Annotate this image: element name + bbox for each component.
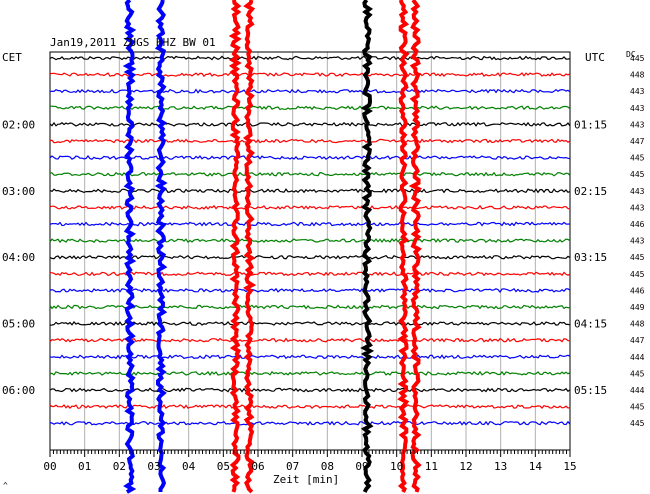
right-timezone-label: UTC <box>585 51 605 64</box>
x-tick-label: 02 <box>113 460 126 473</box>
x-tick-label: 09 <box>355 460 368 473</box>
dc-offset-value: 443 <box>630 87 645 96</box>
trace-line <box>49 121 571 127</box>
left-timezone-label: CET <box>2 51 22 64</box>
x-tick-label: 06 <box>251 460 264 473</box>
x-tick-label: 04 <box>182 460 196 473</box>
dc-offset-value: 443 <box>630 104 645 113</box>
dc-offset-value: 448 <box>630 71 645 80</box>
trace-line <box>49 287 571 293</box>
x-tick-label: 01 <box>78 460 91 473</box>
seismic-event <box>154 0 168 492</box>
x-tick-label: 12 <box>459 460 472 473</box>
trace-line <box>49 55 571 61</box>
seismic-event <box>243 0 257 494</box>
dc-offset-value: 445 <box>630 253 645 262</box>
dc-offset-value: 445 <box>630 54 645 63</box>
dc-offset-value: 443 <box>630 120 645 129</box>
dc-offset-value: 445 <box>630 270 645 279</box>
dc-offset-value: 447 <box>630 137 645 146</box>
trace-line <box>49 420 571 426</box>
trace-line <box>49 254 571 260</box>
right-time-label: 05:15 <box>574 384 607 397</box>
dc-offset-value: 447 <box>630 336 645 345</box>
trace-line <box>49 354 571 360</box>
x-tick-label: 10 <box>390 460 403 473</box>
trace-line <box>49 171 571 177</box>
trace-line <box>49 304 571 310</box>
dc-offset-value: 445 <box>630 403 645 412</box>
trace-line <box>49 370 571 376</box>
dc-offset-value: 446 <box>630 220 645 229</box>
dc-offset-value: 446 <box>630 286 645 295</box>
trace-line <box>50 105 571 111</box>
seismic-event <box>408 0 422 493</box>
right-time-label: 04:15 <box>574 318 607 331</box>
dc-offset-value: 448 <box>630 320 645 329</box>
trace-line <box>49 321 571 327</box>
left-time-label: 03:00 <box>2 185 35 198</box>
x-tick-label: 11 <box>425 460 438 473</box>
dc-offset-value: 444 <box>630 353 645 362</box>
x-tick-label: 08 <box>321 460 334 473</box>
x-tick-label: 14 <box>529 460 543 473</box>
left-time-label: 06:00 <box>2 384 35 397</box>
dc-offset-value: 443 <box>630 187 645 196</box>
trace-line <box>49 138 571 144</box>
left-time-label: 05:00 <box>2 318 35 331</box>
dc-offset-value: 445 <box>630 419 645 428</box>
right-time-label: 03:15 <box>574 251 607 264</box>
trace-line <box>49 221 571 227</box>
seismic-event <box>360 0 375 493</box>
x-tick-label: 05 <box>217 460 230 473</box>
trace-line <box>49 337 571 343</box>
trace-line <box>49 72 571 78</box>
dc-offset-value: 445 <box>630 170 645 179</box>
dc-offset-value: 445 <box>630 154 645 163</box>
trace-line <box>49 271 571 277</box>
left-time-label: 02:00 <box>2 118 35 131</box>
dc-offset-value: 443 <box>630 203 645 212</box>
seismic-event <box>122 0 137 494</box>
dc-header-label: DC <box>626 50 636 59</box>
dc-offset-value: 444 <box>630 386 645 395</box>
dc-offset-value: 449 <box>630 303 645 312</box>
dc-offset-value: 445 <box>630 369 645 378</box>
trace-line <box>49 387 571 393</box>
trace-line <box>49 188 571 194</box>
dc-offset-value: 443 <box>630 237 645 246</box>
x-tick-label: 07 <box>286 460 299 473</box>
corner-mark: ^ <box>3 481 8 490</box>
dc-offset-labels: 445 448 443 443 443 447 445 445 443 443 446 443 445 4… <box>630 54 645 428</box>
trace-line <box>49 204 571 210</box>
trace-line <box>49 238 571 244</box>
seismic-event <box>397 0 410 493</box>
x-axis-ticks: 00 01 02 03 04 05 06 07 08 09 10 11 12 13 14 15 <box>43 450 577 473</box>
trace-line <box>49 88 571 94</box>
x-tick-label: 13 <box>494 460 507 473</box>
right-time-label: 02:15 <box>574 185 607 198</box>
trace-line <box>49 404 571 410</box>
x-tick-label: 00 <box>43 460 56 473</box>
time-labels: 02:00 03:00 04:00 05:00 06:00 01:15 02:15 03:15… <box>2 118 607 397</box>
right-time-label: 01:15 <box>574 118 607 131</box>
chart-title: Jan19,2011 ZUGS HHZ BW 01 <box>50 36 216 49</box>
event-bursts <box>122 0 422 494</box>
trace-lines <box>49 55 571 426</box>
x-axis-label: Zeit [min] <box>273 473 339 486</box>
seismic-event <box>228 0 242 493</box>
x-tick-label: 15 <box>563 460 576 473</box>
left-time-label: 04:00 <box>2 251 35 264</box>
x-tick-label: 03 <box>147 460 160 473</box>
trace-line <box>49 155 571 160</box>
